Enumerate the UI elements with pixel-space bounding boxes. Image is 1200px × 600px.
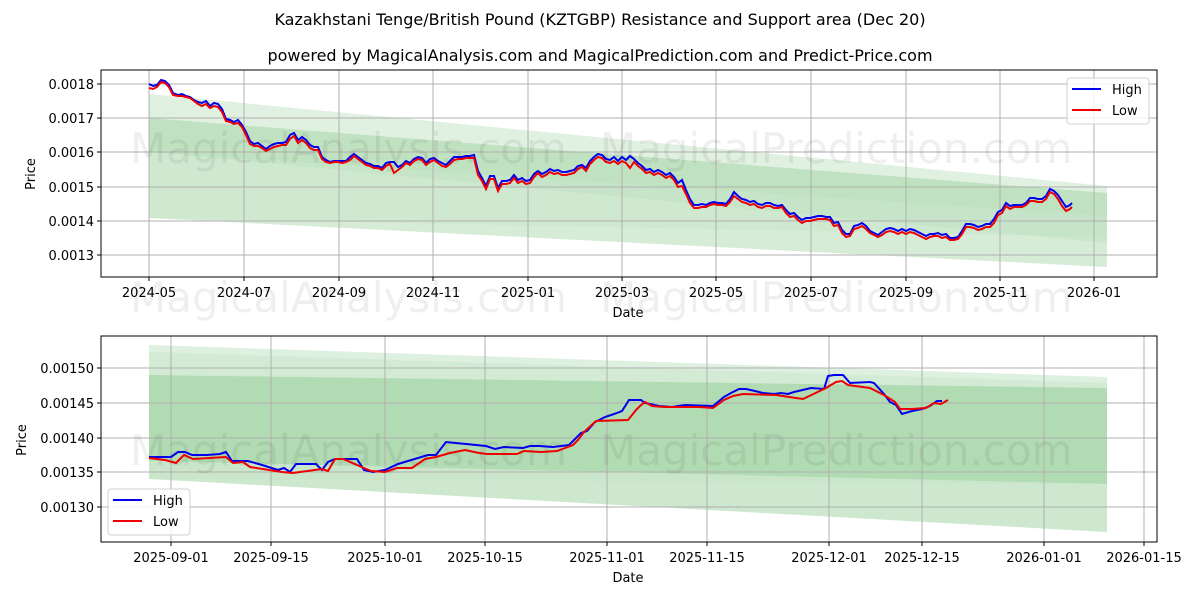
top-xtick: 2025-09 bbox=[879, 286, 933, 301]
top-ytick: 0.0014 bbox=[49, 215, 95, 230]
bottom-x-ticks: 2025-09-01 2025-09-15 2025-10-01 2025-10… bbox=[133, 542, 1182, 566]
top-y-axis-label: Price bbox=[24, 158, 39, 190]
watermark-magicalprediction-3: MagicalPrediction.com bbox=[600, 426, 1073, 475]
bottom-y-ticks: 0.00150 0.00145 0.00140 0.00135 0.00130 bbox=[40, 362, 101, 516]
bottom-ytick: 0.00145 bbox=[40, 397, 94, 412]
bottom-band-inner bbox=[149, 375, 1107, 484]
top-xtick: 2024-11 bbox=[406, 286, 460, 301]
top-ytick: 0.0015 bbox=[49, 181, 95, 196]
legend-high-label: High bbox=[1112, 83, 1142, 98]
top-xtick: 2024-05 bbox=[122, 286, 176, 301]
bottom-xtick: 2025-12-15 bbox=[884, 551, 960, 566]
bottom-chart: MagicalAnalysis.com MagicalPrediction.co… bbox=[15, 335, 1182, 586]
bottom-xtick: 2025-12-01 bbox=[791, 551, 867, 566]
bottom-y-axis-label: Price bbox=[15, 424, 30, 456]
top-support-band-outer bbox=[149, 152, 1107, 267]
legend-high-label: High bbox=[153, 494, 183, 509]
bottom-low-line bbox=[148, 379, 949, 475]
bottom-x-axis-label: Date bbox=[612, 571, 643, 586]
bottom-axes-frame bbox=[100, 335, 1158, 543]
top-ytick: 0.0017 bbox=[49, 112, 95, 127]
top-ytick: 0.0016 bbox=[49, 146, 95, 161]
top-xtick: 2025-03 bbox=[595, 286, 649, 301]
bottom-xtick: 2025-09-15 bbox=[233, 551, 309, 566]
top-chart: MagicalAnalysis.com MagicalPrediction.co… bbox=[24, 69, 1158, 322]
top-ytick: 0.0018 bbox=[49, 78, 95, 93]
top-xtick: 2024-07 bbox=[217, 286, 271, 301]
top-xtick: 2025-11 bbox=[973, 286, 1027, 301]
bottom-ytick: 0.00130 bbox=[40, 501, 94, 516]
bottom-xtick: 2025-10-01 bbox=[347, 551, 423, 566]
bottom-legend: High Low bbox=[107, 488, 191, 536]
bottom-xtick: 2025-11-01 bbox=[569, 551, 645, 566]
top-y-ticks: 0.0018 0.0017 0.0016 0.0015 0.0014 0.001… bbox=[49, 78, 101, 264]
bottom-xtick: 2025-09-01 bbox=[133, 551, 209, 566]
watermark-magicalanalysis-3: MagicalAnalysis.com bbox=[130, 426, 567, 475]
top-high-line bbox=[148, 78, 1073, 239]
top-xtick: 2025-01 bbox=[501, 286, 555, 301]
chart-title: Kazakhstani Tenge/British Pound (KZTGBP)… bbox=[274, 10, 926, 29]
top-xtick: 2026-01 bbox=[1067, 286, 1121, 301]
bottom-xtick: 2026-01-01 bbox=[1006, 551, 1082, 566]
bottom-ytick: 0.00150 bbox=[40, 362, 94, 377]
watermark-magicalanalysis: MagicalAnalysis.com bbox=[130, 124, 567, 173]
top-axes-frame bbox=[100, 69, 1158, 278]
top-x-axis-label: Date bbox=[612, 306, 643, 321]
top-xtick: 2025-05 bbox=[689, 286, 743, 301]
top-legend: High Low bbox=[1066, 77, 1150, 125]
top-x-ticks: 2024-05 2024-07 2024-09 2024-11 2025-01 … bbox=[122, 277, 1121, 301]
legend-low-label: Low bbox=[153, 515, 179, 530]
watermark-magicalprediction-2: MagicalPrediction.com bbox=[600, 273, 1073, 322]
bottom-ytick: 0.00135 bbox=[40, 466, 94, 481]
top-xtick: 2024-09 bbox=[312, 286, 366, 301]
bottom-xtick: 2025-10-15 bbox=[447, 551, 523, 566]
bottom-support-band-outer bbox=[149, 461, 1107, 532]
watermark-magicalanalysis-2: MagicalAnalysis.com bbox=[130, 273, 567, 322]
legend-low-label: Low bbox=[1112, 104, 1138, 119]
bottom-xtick: 2026-01-15 bbox=[1106, 551, 1182, 566]
watermark-magicalprediction: MagicalPrediction.com bbox=[600, 124, 1073, 173]
chart-subtitle: powered by MagicalAnalysis.com and Magic… bbox=[267, 46, 933, 65]
bottom-ytick: 0.00140 bbox=[40, 432, 94, 447]
top-low-line bbox=[148, 80, 1073, 241]
bottom-xtick: 2025-11-15 bbox=[669, 551, 745, 566]
top-ytick: 0.0013 bbox=[49, 249, 95, 264]
top-xtick: 2025-07 bbox=[784, 286, 838, 301]
